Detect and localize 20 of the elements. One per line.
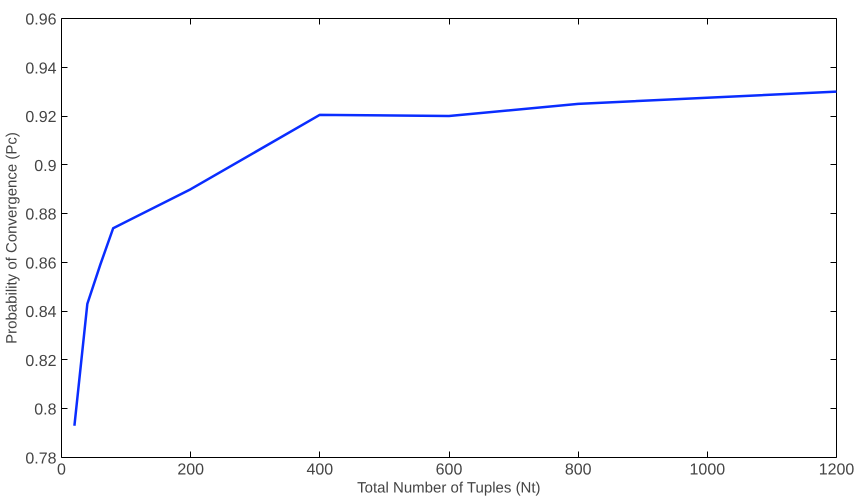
y-tick-label: 0.94	[25, 60, 57, 78]
y-tick-label: 0.92	[25, 109, 57, 126]
line-series	[73, 90, 836, 428]
y-axis-title: Probability of Convergence (Pc)	[3, 132, 20, 344]
x-tick-label: 600	[436, 462, 462, 478]
x-tick-label: 0	[57, 462, 66, 478]
x-tick-label: 1000	[690, 462, 726, 478]
x-tick-label: 800	[564, 462, 592, 478]
y-tick-label: 0.78	[25, 450, 57, 468]
x-tick-label: 200	[177, 462, 204, 478]
y-tick-label: 0.86	[25, 255, 57, 272]
y-tick-label: 0.88	[25, 206, 57, 224]
y-tick-label: 0.8	[34, 402, 57, 419]
y-tick-label: 0.9	[34, 158, 57, 175]
y-tick-label: 0.82	[25, 352, 57, 370]
y-tick-label: 0.96	[25, 12, 57, 28]
x-tick-label: 1200	[818, 462, 854, 478]
y-tick-label: 0.84	[25, 304, 57, 322]
x-tick-label: 400	[306, 462, 334, 478]
x-axis-title: Total Number of Tuples (Nt)	[357, 480, 541, 496]
